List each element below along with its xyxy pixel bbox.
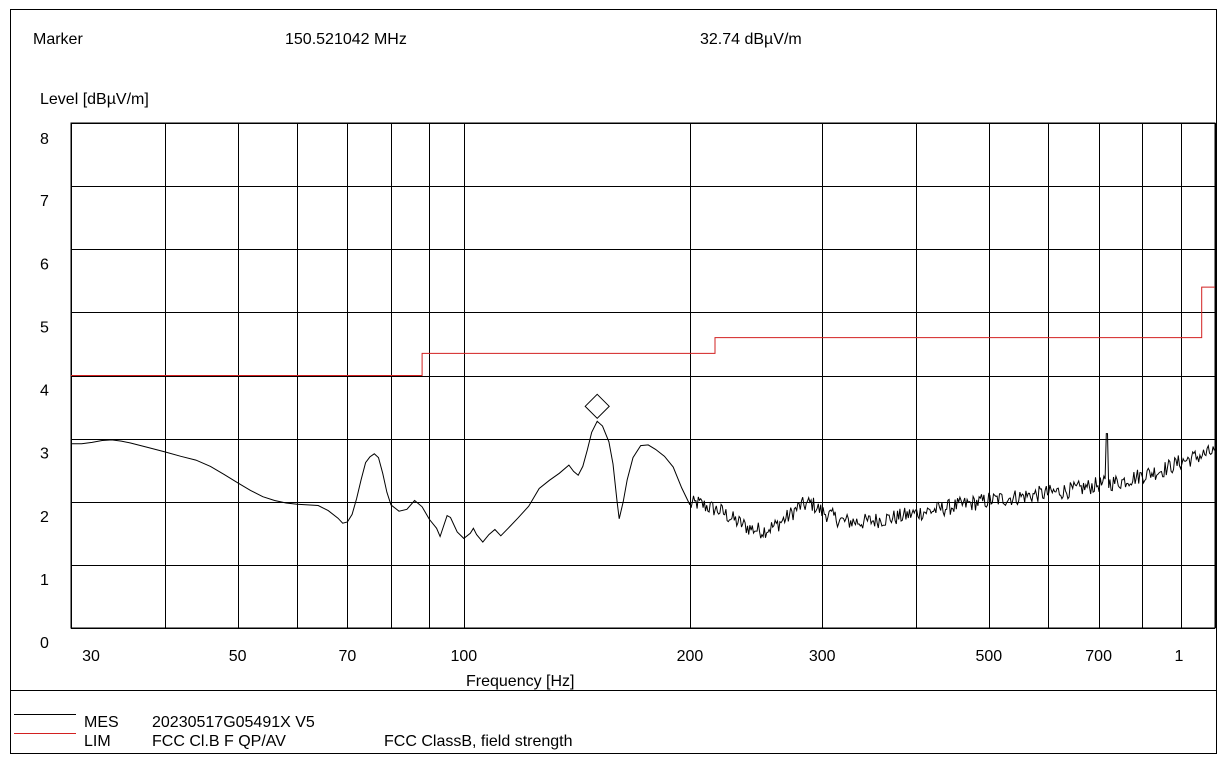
x-tick-label: 700	[1085, 648, 1112, 665]
x-axis-title: Frequency [Hz]	[466, 673, 575, 690]
chart-frame	[10, 9, 1217, 754]
series-lines	[71, 286, 1215, 543]
marker-diamond-icon	[584, 393, 610, 420]
marker-symbols	[584, 393, 610, 420]
legend-divider	[10, 690, 1217, 691]
x-tick-label: 1	[1175, 648, 1184, 665]
x-tick-label: 30	[82, 648, 100, 665]
x-tick-labels: 30 50 70 100 200 300 500 700 1	[82, 648, 1183, 665]
x-tick-label: 500	[976, 648, 1003, 665]
legend-lim-extra: FCC ClassB, field strength	[384, 733, 573, 750]
y-tick-label: 0	[40, 635, 49, 652]
legend-mes-code: MES	[84, 714, 119, 731]
marker-frequency: 150.521042 MHz	[285, 31, 407, 48]
legend-lim-code: LIM	[84, 733, 111, 750]
x-tick-label: 100	[450, 648, 477, 665]
x-tick-label: 200	[677, 648, 704, 665]
y-tick-label: 5	[40, 319, 49, 336]
y-tick-label: 2	[40, 509, 49, 526]
x-tick-label: 70	[339, 648, 357, 665]
legend-mes-text: 20230517G05491X V5	[152, 714, 315, 731]
x-tick-label: 50	[229, 648, 247, 665]
x-tick-label: 300	[809, 648, 836, 665]
y-tick-label: 3	[40, 446, 49, 463]
legend-lim-text: FCC Cl.B F QP/AV	[152, 733, 286, 750]
y-tick-label: 8	[40, 131, 49, 148]
y-axis-title: Level [dBµV/m]	[40, 91, 149, 108]
y-tick-label: 7	[40, 193, 49, 210]
legend-mes-swatch	[14, 714, 76, 715]
y-tick-labels: 0 1 2 3 4 5 6 7 8	[40, 131, 49, 652]
marker-label: Marker	[33, 31, 83, 48]
y-tick-label: 4	[40, 383, 49, 400]
marker-level: 32.74 dBµV/m	[700, 31, 802, 48]
y-tick-label: 6	[40, 256, 49, 273]
legend-lim-swatch	[14, 733, 76, 734]
series-line-lim	[71, 286, 1215, 376]
series-line-mes	[71, 420, 1215, 543]
y-tick-label: 1	[40, 572, 49, 589]
